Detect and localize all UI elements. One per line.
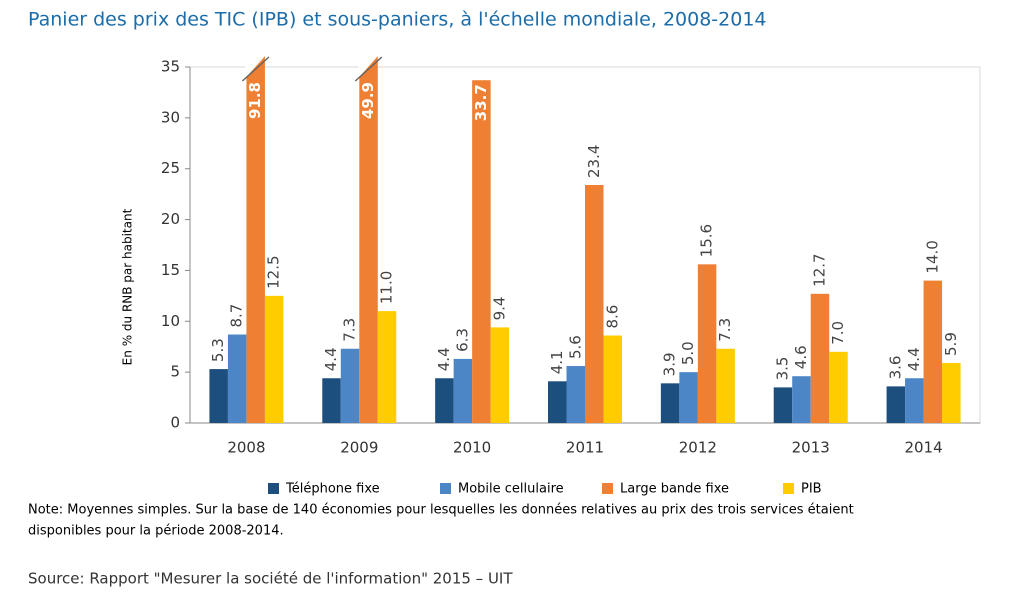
bar xyxy=(246,56,265,423)
bar xyxy=(905,378,924,423)
value-label: 4.1 xyxy=(548,350,566,374)
legend-label: Téléphone fixe xyxy=(285,482,380,497)
value-label: 8.6 xyxy=(603,305,621,329)
bar xyxy=(340,348,360,423)
bar xyxy=(829,351,848,423)
bar xyxy=(566,366,585,423)
y-tick-label: 35 xyxy=(161,58,180,76)
bar xyxy=(435,378,454,423)
bar xyxy=(377,311,397,423)
x-tick-label: 2013 xyxy=(792,439,830,457)
legend-label: PIB xyxy=(801,482,822,497)
bar xyxy=(923,280,943,423)
value-label: 5.6 xyxy=(566,335,584,359)
y-tick-label: 25 xyxy=(161,159,180,177)
bar xyxy=(209,369,228,423)
y-axis-label: En % du RNB par habitant xyxy=(121,208,135,365)
chart-title: Panier des prix des TIC (IPB) et sous-pa… xyxy=(28,9,767,31)
bar xyxy=(660,383,680,423)
legend-swatch xyxy=(268,483,279,494)
axis-break xyxy=(358,55,379,78)
x-tick-label: 2014 xyxy=(904,439,942,457)
legend-swatch xyxy=(602,483,613,494)
value-label: 12.5 xyxy=(265,255,283,288)
legend-swatch xyxy=(783,483,794,494)
axis-break xyxy=(245,55,266,78)
bar xyxy=(548,381,567,423)
value-label: 8.7 xyxy=(228,304,246,328)
x-tick-label: 2012 xyxy=(679,439,717,457)
value-label: 7.3 xyxy=(341,318,359,342)
bar xyxy=(472,80,491,423)
bar xyxy=(585,184,604,423)
bar xyxy=(490,327,510,423)
y-tick-label: 30 xyxy=(161,108,180,126)
bar xyxy=(886,386,906,423)
value-label: 9.4 xyxy=(490,297,508,321)
bar xyxy=(792,376,811,423)
value-label: 3.6 xyxy=(886,356,904,380)
value-label: 5.3 xyxy=(209,338,227,362)
value-label: 33.7 xyxy=(472,84,490,121)
bar xyxy=(810,293,830,423)
y-tick-label: 20 xyxy=(161,210,180,228)
axis-break xyxy=(241,56,270,82)
bar xyxy=(773,387,793,423)
value-label: 5.0 xyxy=(679,341,697,365)
x-tick-label: 2010 xyxy=(453,439,491,457)
source: Source: Rapport "Mesurer la société de l… xyxy=(28,570,513,588)
x-tick-label: 2011 xyxy=(566,439,604,457)
bar xyxy=(227,334,247,423)
bar xyxy=(453,358,473,423)
value-label: 6.3 xyxy=(453,328,471,352)
legend-label: Mobile cellulaire xyxy=(458,482,564,497)
legend-swatch xyxy=(440,483,451,494)
value-label: 4.6 xyxy=(792,345,810,369)
note: disponibles pour la période 2008-2014. xyxy=(28,524,284,539)
value-label: 7.0 xyxy=(829,321,847,345)
bar xyxy=(603,335,622,423)
value-label: 91.8 xyxy=(246,82,264,119)
bar xyxy=(716,348,735,423)
value-label: 4.4 xyxy=(435,347,453,371)
y-tick-label: 15 xyxy=(161,261,180,279)
plot xyxy=(209,56,961,423)
value-label: 11.0 xyxy=(378,271,396,304)
axis-break xyxy=(354,56,383,82)
value-label: 4.4 xyxy=(905,347,923,371)
value-label: 49.9 xyxy=(359,82,377,119)
bar xyxy=(264,295,284,423)
value-label: 15.6 xyxy=(698,224,716,257)
x-tick-label: 2009 xyxy=(340,439,378,457)
value-label: 23.4 xyxy=(585,145,603,178)
value-label: 3.9 xyxy=(661,352,679,376)
y-tick-label: 10 xyxy=(161,312,180,330)
bar xyxy=(679,372,698,423)
bar xyxy=(322,378,341,423)
value-label: 3.5 xyxy=(773,357,791,381)
value-label: 7.3 xyxy=(716,318,734,342)
note: Note: Moyennes simples. Sur la base de 1… xyxy=(28,503,854,518)
x-tick-label: 2008 xyxy=(227,439,265,457)
value-label: 14.0 xyxy=(923,240,941,273)
bar xyxy=(359,56,378,423)
y-tick-label: 0 xyxy=(170,414,180,432)
bar xyxy=(697,264,717,423)
y-tick-label: 5 xyxy=(170,363,180,381)
legend-label: Large bande fixe xyxy=(620,482,729,497)
value-label: 12.7 xyxy=(810,253,828,286)
value-label: 5.9 xyxy=(942,332,960,356)
bar xyxy=(942,362,961,423)
value-label: 4.4 xyxy=(322,347,340,371)
